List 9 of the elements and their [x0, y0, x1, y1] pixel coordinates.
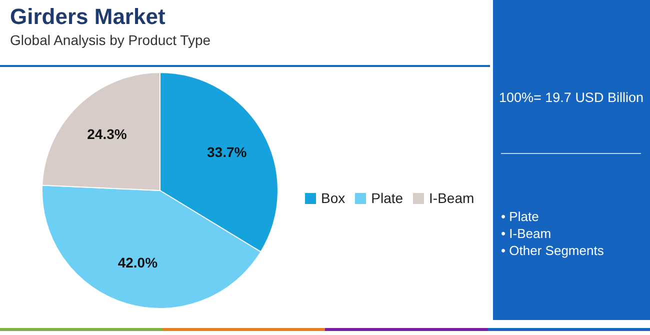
side-panel: 100%= 19.7 USD Billion • Plate • I-Beam • Other Segments — [493, 0, 650, 320]
chart-title: Girders Market — [10, 4, 166, 30]
legend-label: I-Beam — [429, 190, 474, 206]
legend-label: Plate — [371, 190, 404, 206]
chart-subtitle: Global Analysis by Product Type — [10, 32, 211, 48]
legend-label: Box — [321, 190, 346, 206]
data-label: 33.7% — [207, 144, 248, 160]
data-label: 42.0% — [118, 254, 158, 271]
data-label: 24.3% — [87, 126, 128, 142]
